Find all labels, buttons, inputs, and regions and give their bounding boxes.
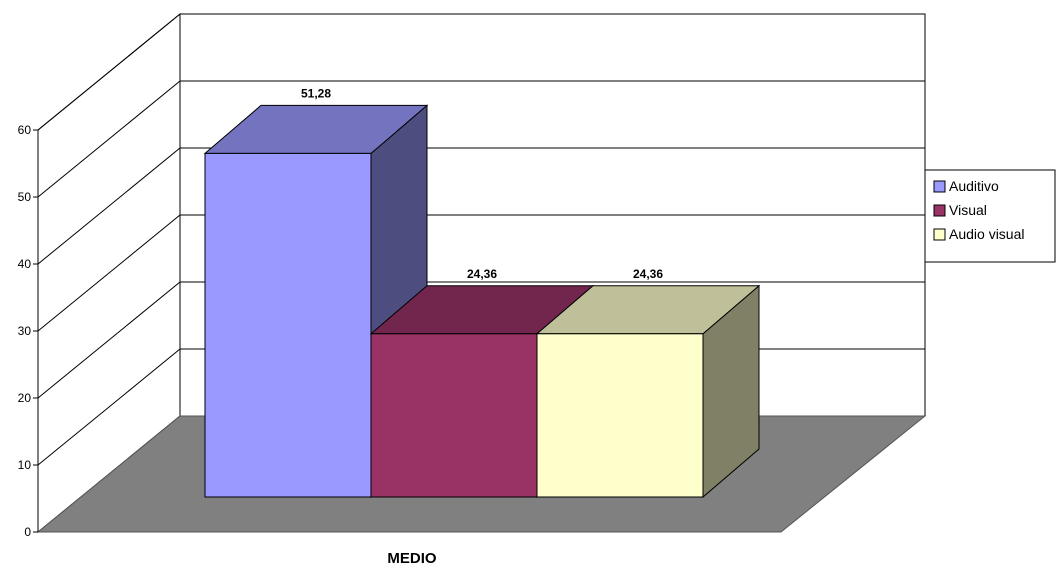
gridline: [37, 80, 925, 198]
data-labels: 51,28 24,36 24,36: [301, 86, 663, 280]
data-label: 24,36: [633, 267, 663, 281]
gridline: [37, 214, 925, 332]
data-label: 51,28: [301, 86, 331, 100]
y-tick-label: 20: [18, 391, 32, 405]
gridline: [37, 281, 925, 399]
bar-front-face: [204, 152, 372, 498]
legend-swatch: [933, 204, 946, 217]
data-label: 24,36: [467, 267, 497, 281]
y-tick-label: 40: [18, 257, 32, 271]
legend-swatch: [933, 228, 946, 241]
bar-front-face: [536, 333, 704, 498]
legend-box: [924, 169, 1056, 263]
legend-label: Auditivo: [949, 178, 999, 194]
x-axis-label: MEDIO: [387, 550, 437, 567]
bar-audio-visual: [535, 284, 761, 499]
y-axis: 0 10 20 30 40 50 60: [18, 123, 39, 539]
legend-item: Visual: [933, 202, 987, 218]
legend-label: Audio visual: [949, 226, 1025, 242]
bar-front-face: [370, 333, 538, 498]
legend-swatch: [933, 180, 946, 193]
legend: Auditivo Visual Audio visual: [924, 169, 1056, 263]
y-tick-label: 50: [18, 190, 32, 204]
legend-item: Auditivo: [933, 178, 999, 194]
y-tick-label: 60: [18, 123, 32, 137]
legend-item: Audio visual: [933, 226, 1025, 242]
gridline: [37, 147, 925, 265]
legend-label: Visual: [949, 202, 987, 218]
bars: [203, 104, 761, 499]
y-tick-label: 0: [24, 525, 31, 539]
y-tick-label: 10: [18, 458, 32, 472]
y-tick-label: 30: [18, 324, 32, 338]
gridline: [37, 13, 925, 131]
